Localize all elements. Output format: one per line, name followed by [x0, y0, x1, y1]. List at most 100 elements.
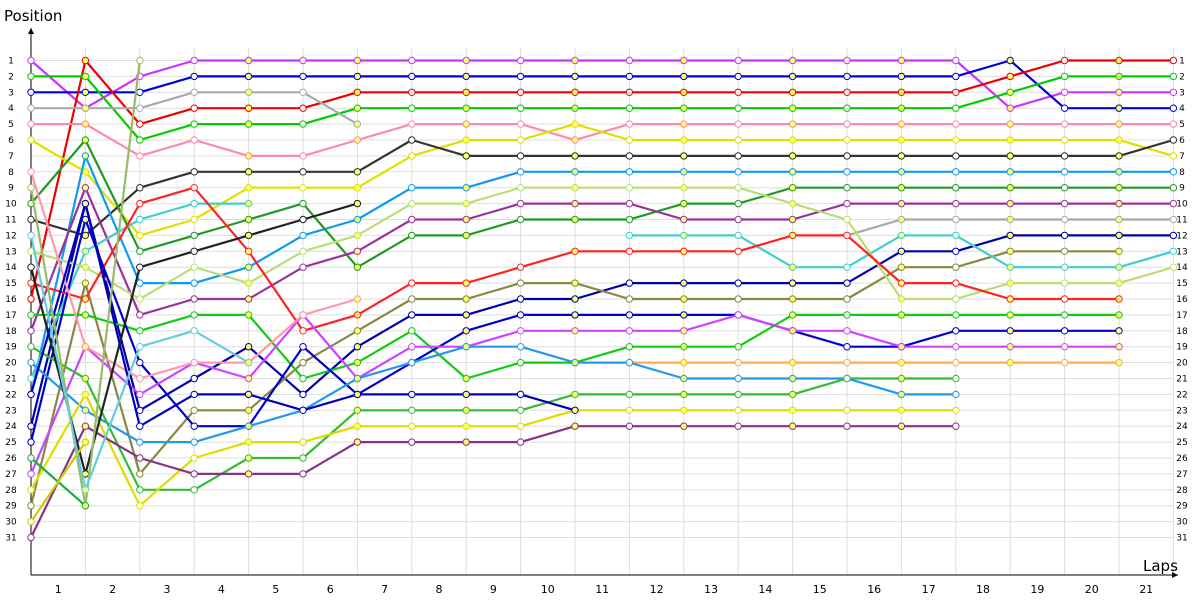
- x-tick-label: 12: [650, 583, 664, 596]
- data-point: [1115, 120, 1123, 128]
- data-point: [27, 56, 35, 65]
- data-point: [734, 406, 742, 414]
- data-point: [952, 215, 960, 224]
- data-point: [1169, 56, 1178, 65]
- data-point: [299, 168, 307, 176]
- y-tick-label-right: 24: [1176, 422, 1188, 432]
- data-point: [244, 470, 253, 478]
- y-tick-label-left: 11: [5, 216, 16, 226]
- data-point: [190, 120, 198, 128]
- data-point: [734, 390, 742, 399]
- data-point: [1060, 88, 1069, 97]
- y-tick-label-left: 17: [5, 311, 16, 321]
- x-tick-label: 15: [813, 583, 827, 596]
- data-point: [27, 88, 35, 97]
- data-point: [244, 263, 253, 271]
- data-point: [1169, 152, 1178, 160]
- x-tick-label: 5: [272, 583, 279, 596]
- data-point: [27, 517, 35, 526]
- y-tick-label-right: 11: [1176, 216, 1187, 226]
- data-point: [1060, 136, 1069, 144]
- data-point: [81, 88, 90, 97]
- data-point: [734, 88, 742, 97]
- y-tick-label-right: 6: [1179, 136, 1185, 146]
- x-tick-label: 14: [758, 583, 772, 596]
- data-point: [897, 295, 906, 303]
- data-point: [571, 311, 579, 319]
- y-tick-label-left: 3: [8, 88, 14, 98]
- data-point: [571, 199, 579, 208]
- series-27: [27, 199, 579, 430]
- data-point: [27, 486, 35, 494]
- y-tick-label-left: 28: [5, 486, 17, 496]
- data-point: [843, 104, 851, 112]
- data-point: [897, 199, 906, 208]
- data-point: [1060, 72, 1069, 81]
- data-point: [1115, 56, 1123, 65]
- data-point: [244, 343, 253, 351]
- data-point: [952, 136, 960, 144]
- data-point: [843, 88, 851, 97]
- data-point: [353, 406, 362, 414]
- data-point: [680, 231, 688, 240]
- data-point: [680, 422, 688, 430]
- data-point: [244, 88, 253, 97]
- y-tick-label-left: 21: [5, 375, 16, 385]
- data-point: [353, 374, 362, 383]
- data-point: [81, 152, 90, 160]
- data-point: [516, 311, 525, 319]
- series-24: [27, 390, 960, 510]
- series-line: [30, 441, 87, 523]
- data-point: [625, 152, 634, 160]
- data-point: [27, 374, 35, 383]
- data-point: [1115, 88, 1123, 97]
- data-point: [353, 215, 362, 224]
- data-point: [299, 247, 307, 256]
- data-point: [897, 390, 906, 399]
- data-point: [952, 406, 960, 414]
- y-tick-label-left: 13: [5, 247, 16, 257]
- data-point: [571, 104, 579, 112]
- data-point: [734, 215, 742, 224]
- data-point: [571, 327, 579, 335]
- data-point: [408, 279, 416, 287]
- y-tick-label-left: 9: [8, 184, 14, 194]
- data-point: [27, 502, 35, 510]
- data-point: [788, 184, 797, 192]
- data-point: [952, 152, 960, 160]
- data-point: [843, 406, 851, 414]
- y-tick-label-right: 10: [1176, 200, 1188, 210]
- data-point: [136, 438, 144, 446]
- data-point: [136, 502, 144, 510]
- chart-grid: [31, 48, 1174, 575]
- series-line: [29, 186, 1174, 332]
- y-tick-label-right: 31: [1176, 534, 1187, 544]
- data-point: [462, 152, 470, 160]
- data-point: [843, 231, 851, 240]
- data-point: [952, 374, 960, 383]
- data-point: [299, 56, 307, 65]
- data-point: [408, 390, 416, 399]
- data-point: [1169, 72, 1178, 81]
- chart-axes: [28, 28, 1178, 578]
- data-point: [788, 390, 797, 399]
- data-point: [190, 136, 198, 144]
- data-point: [734, 247, 742, 256]
- data-point: [136, 279, 144, 287]
- data-point: [571, 120, 579, 128]
- data-point: [81, 295, 90, 303]
- data-point: [734, 343, 742, 351]
- data-point: [897, 152, 906, 160]
- x-tick-label: 9: [490, 583, 497, 596]
- data-point: [571, 358, 579, 367]
- data-point: [299, 72, 307, 81]
- data-point: [952, 184, 960, 192]
- chart-series: [27, 56, 1178, 542]
- x-tick-label: 8: [436, 583, 443, 596]
- series-3: [27, 56, 1178, 303]
- data-point: [462, 120, 470, 128]
- data-point: [462, 136, 470, 144]
- data-point: [136, 327, 144, 335]
- data-point: [244, 390, 253, 399]
- data-point: [136, 152, 144, 160]
